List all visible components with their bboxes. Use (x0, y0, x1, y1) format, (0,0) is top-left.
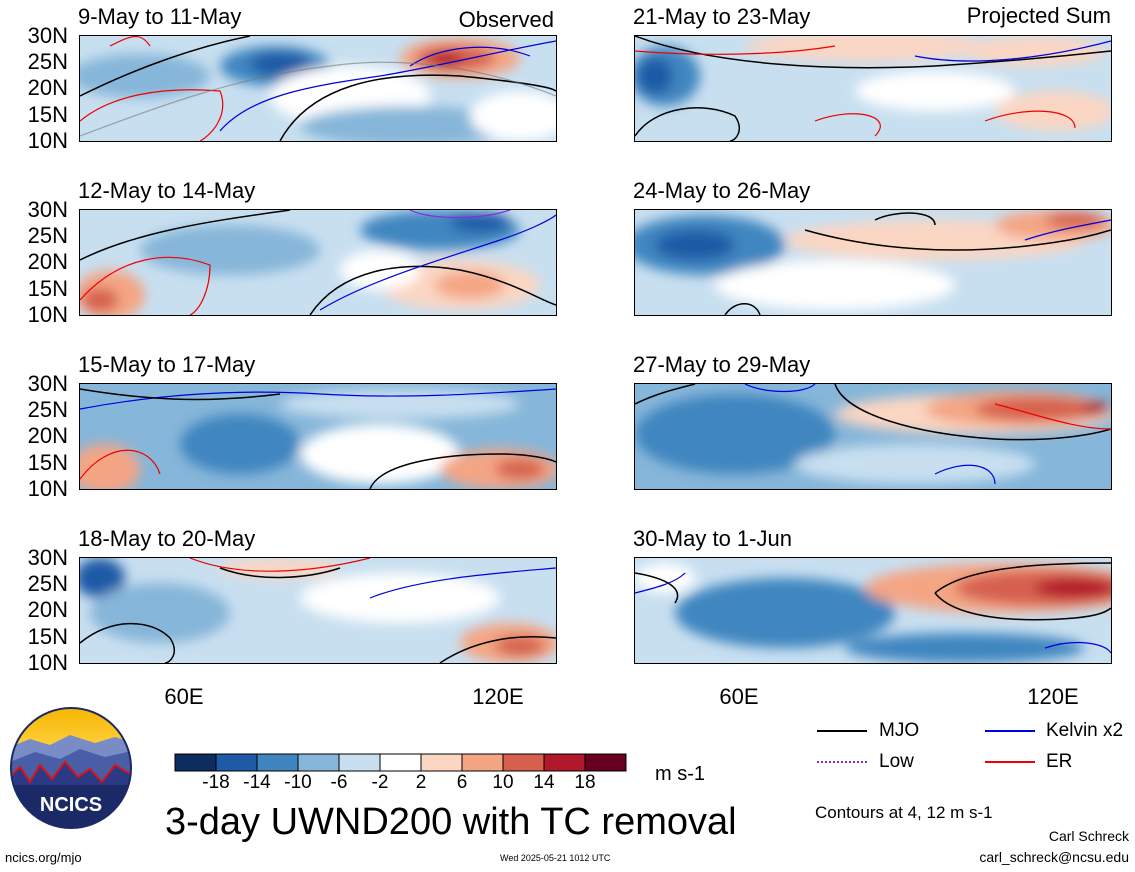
lat-label-row4-15n: 15N (27, 624, 68, 649)
email: carl_schreck@ncsu.edu (979, 849, 1129, 865)
panel-title-7: 27-May to 29-May (633, 352, 811, 377)
colorbar-swatch-10 (584, 753, 627, 772)
colorbar-swatch-1 (215, 753, 258, 772)
units-label: m s-1 (655, 763, 705, 785)
colorbar-swatch-0 (174, 753, 217, 772)
legend-label-mjo: MJO (879, 720, 920, 741)
legend-label-kelvin: Kelvin x2 (1046, 720, 1124, 741)
colorbar-swatch-2 (256, 753, 299, 772)
lat-label-row2-30n: 30N (27, 197, 68, 222)
projected-sum-label: Projected Sum (966, 3, 1111, 28)
colorbar-tick-9: 18 (574, 772, 596, 793)
colorbar-tick-1: -14 (243, 772, 271, 793)
lat-label-row3-30n: 30N (27, 371, 68, 396)
colorbar-swatch-4 (338, 753, 381, 772)
legend-line-er (985, 761, 1035, 763)
colorbar (174, 753, 627, 777)
lat-label-row2-15n: 15N (27, 276, 68, 301)
colorbar-tick-6: 6 (456, 772, 468, 793)
lat-label-row3-25n: 25N (27, 397, 68, 422)
colorbar-swatch-6 (420, 753, 463, 772)
lon-label-120e-left: 120E (472, 684, 524, 709)
panel-title-8: 30-May to 1-Jun (633, 526, 792, 551)
lat-label-row2-20n: 20N (27, 249, 68, 274)
map-panel-1 (79, 35, 557, 142)
panel-title-6: 24-May to 26-May (633, 178, 811, 203)
lat-label-row1-20n: 20N (27, 75, 68, 100)
colorbar-tick-4: -2 (371, 772, 389, 793)
lat-label-row4-25n: 25N (27, 571, 68, 596)
lat-label-row3-10n: 10N (27, 476, 68, 501)
panel-title-1: 9-May to 11-May (78, 4, 242, 29)
colorbar-swatch-9 (543, 753, 586, 772)
lat-label-row1-25n: 25N (27, 49, 68, 74)
colorbar-tick-3: -6 (330, 772, 348, 793)
lat-label-row3-15n: 15N (27, 450, 68, 475)
ncics-logo: NCICS (10, 707, 132, 834)
panel-title-3: 15-May to 17-May (78, 352, 256, 377)
map-panel-8 (634, 557, 1112, 664)
lat-label-row4-10n: 10N (27, 650, 68, 675)
lon-label-60e-left: 60E (164, 684, 204, 709)
lat-label-row3-20n: 20N (27, 423, 68, 448)
lat-label-row4-20n: 20N (27, 597, 68, 622)
legend-label-er: ER (1046, 751, 1073, 772)
colorbar-tick-5: 2 (415, 772, 427, 793)
map-panel-2 (79, 209, 557, 316)
lat-label-row2-10n: 10N (27, 302, 68, 327)
panel-title-2: 12-May to 14-May (78, 178, 256, 203)
panel-title-5: 21-May to 23-May (633, 4, 811, 29)
colorbar-tick-0: -18 (202, 772, 230, 793)
colorbar-tick-8: 14 (533, 772, 555, 793)
map-panel-7 (634, 383, 1112, 490)
lat-label-row4-30n: 30N (27, 545, 68, 570)
map-panel-4 (79, 557, 557, 664)
observed-label: Observed (458, 7, 554, 32)
lat-label-row2-25n: 25N (27, 223, 68, 248)
map-panel-6 (634, 209, 1112, 316)
map-panel-5 (634, 35, 1112, 142)
legend-line-low (817, 761, 867, 763)
colorbar-swatch-3 (297, 753, 340, 772)
lon-label-120e-right: 120E (1027, 684, 1079, 709)
lat-label-row1-10n: 10N (27, 128, 68, 153)
lat-label-row1-30n: 30N (27, 23, 68, 48)
legend-line-mjo (817, 730, 867, 732)
legend-label-low: Low (879, 751, 914, 772)
legend-line-kelvin (985, 730, 1035, 732)
contours-note: Contours at 4, 12 m s-1 (815, 803, 993, 822)
colorbar-swatch-7 (461, 753, 504, 772)
panel-title-4: 18-May to 20-May (78, 526, 256, 551)
lat-label-row1-15n: 15N (27, 102, 68, 127)
colorbar-swatch-5 (379, 753, 422, 772)
site-url: ncics.org/mjo (5, 850, 82, 865)
lon-label-60e-right: 60E (719, 684, 759, 709)
map-panel-3 (79, 383, 557, 490)
logo-text: NCICS (40, 794, 102, 816)
colorbar-tick-7: 10 (492, 772, 514, 793)
colorbar-tick-2: -10 (284, 772, 312, 793)
author: Carl Schreck (1048, 828, 1129, 844)
timestamp: Wed 2025-05-21 1012 UTC (500, 853, 611, 863)
colorbar-swatch-8 (502, 753, 545, 772)
main-title: 3-day UWND200 with TC removal (165, 801, 737, 843)
